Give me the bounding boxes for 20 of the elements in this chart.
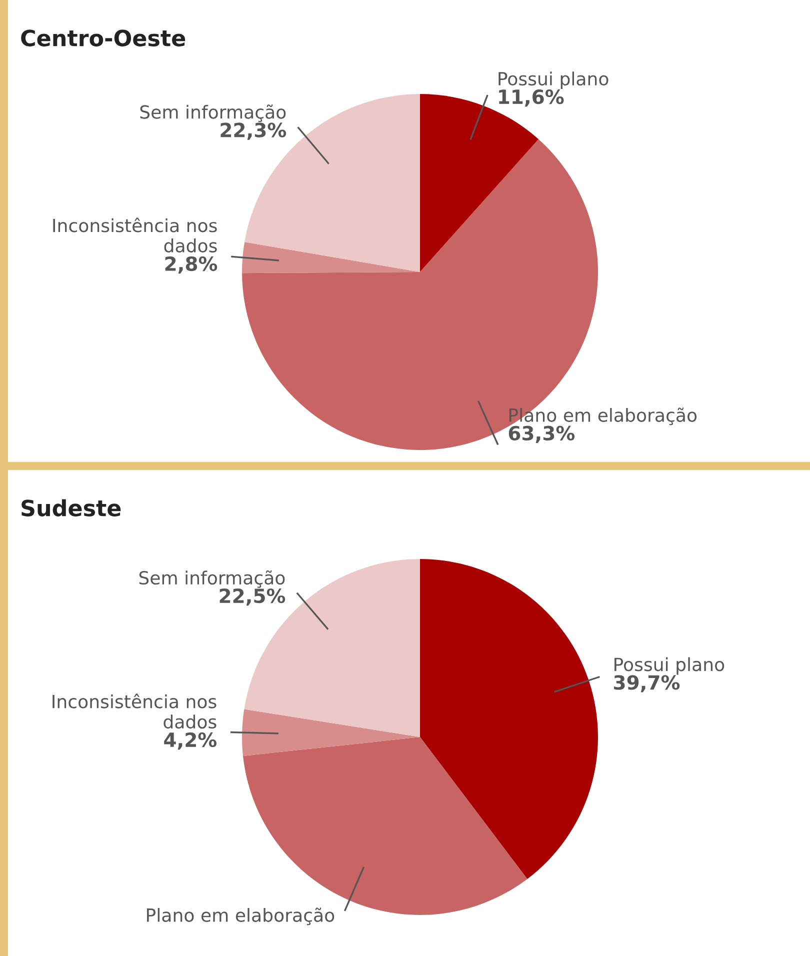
pie-slice <box>242 139 598 450</box>
chart-title: Centro-Oeste <box>21 30 186 46</box>
slice-label: Sem informação <box>140 104 286 122</box>
pie-slice <box>242 709 420 756</box>
slice-label: Possui plano <box>614 657 724 675</box>
slice-label: Sem informação <box>139 570 285 588</box>
chart-title: Sudeste <box>22 499 121 516</box>
data-label: 4,2% <box>164 732 217 750</box>
data-label: 39,7% <box>614 675 680 692</box>
data-label: 63,3% <box>508 426 575 443</box>
slice-label: Possui plano <box>498 72 608 90</box>
data-label: 11,6% <box>499 89 564 107</box>
slice-label: Plano em elaboração <box>147 908 334 926</box>
data-label: 2,8% <box>165 256 218 274</box>
pie-slice <box>420 559 598 880</box>
slice-label: Inconsistência nos dados <box>53 218 217 253</box>
slice-label: Inconsistência nos dados <box>52 694 216 729</box>
data-label: 22,3% <box>220 122 286 140</box>
pie-slice <box>242 242 420 274</box>
data-label: 22,5% <box>220 588 286 606</box>
